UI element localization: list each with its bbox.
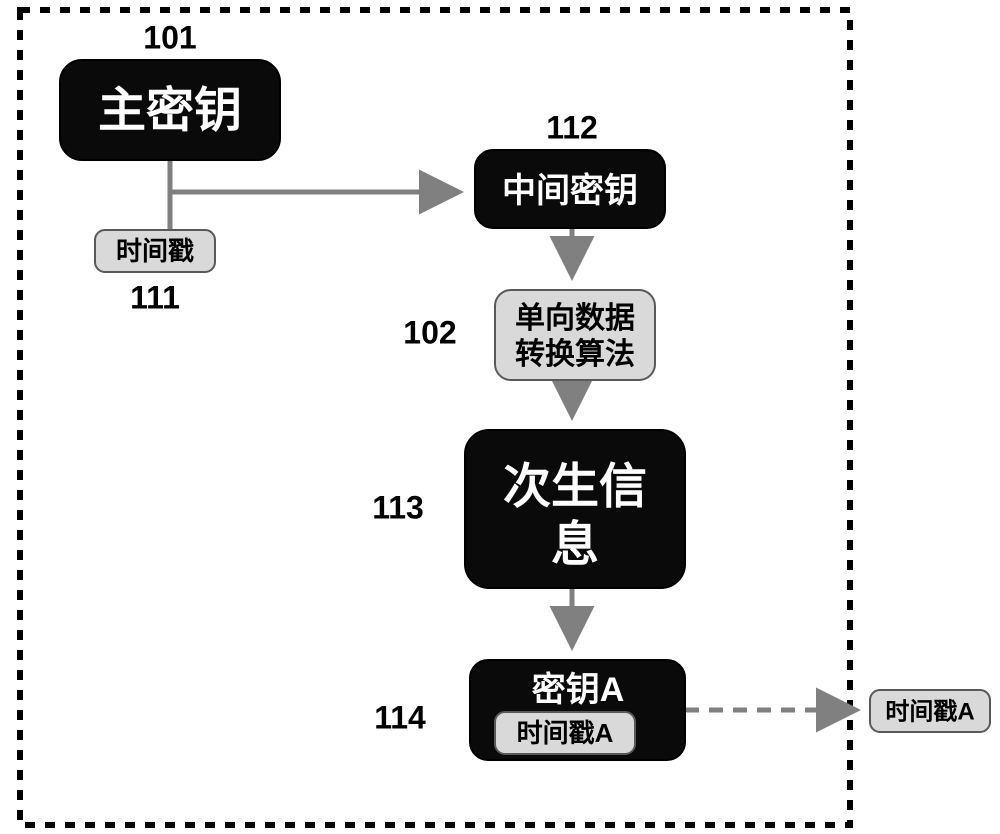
node-master-key-label: 主密钥 [98,85,242,138]
node-master-key: 主密钥 [60,60,280,160]
node-oneway-alg-label2: 转换算法 [515,337,635,371]
node-secondary-info: 次生信 息 [465,430,685,588]
node-oneway-alg: 单向数据 转换算法 [495,290,655,380]
node-key-a: 密钥A 时间戳A [470,660,685,760]
node-key-a-label: 密钥A [532,670,625,709]
node-mid-key-label: 中间密钥 [502,171,638,210]
node-key-a-ts-label: 时间戳A [517,718,614,748]
diagram-canvas: 主密钥 101 时间戳 111 中间密钥 112 单向数据 转换算法 102 次… [0,0,1000,834]
node-timestamp: 时间戳 [95,230,215,272]
node-timestamp-a-out: 时间戳A [870,690,990,732]
num-label-114: 114 [374,699,426,735]
num-label-102: 102 [403,314,456,350]
node-secondary-info-label2: 息 [551,519,599,572]
node-timestamp-a-out-label: 时间戳A [885,698,974,725]
edge-master-to-mid [170,160,455,192]
node-mid-key: 中间密钥 [475,150,665,228]
num-label-101: 101 [143,19,196,55]
node-secondary-info-label1: 次生信 [503,461,647,514]
num-label-111: 111 [130,279,180,315]
node-oneway-alg-label1: 单向数据 [515,302,635,335]
num-label-112: 112 [546,109,598,145]
num-label-113: 113 [372,489,424,525]
node-timestamp-label: 时间戳 [116,236,194,266]
